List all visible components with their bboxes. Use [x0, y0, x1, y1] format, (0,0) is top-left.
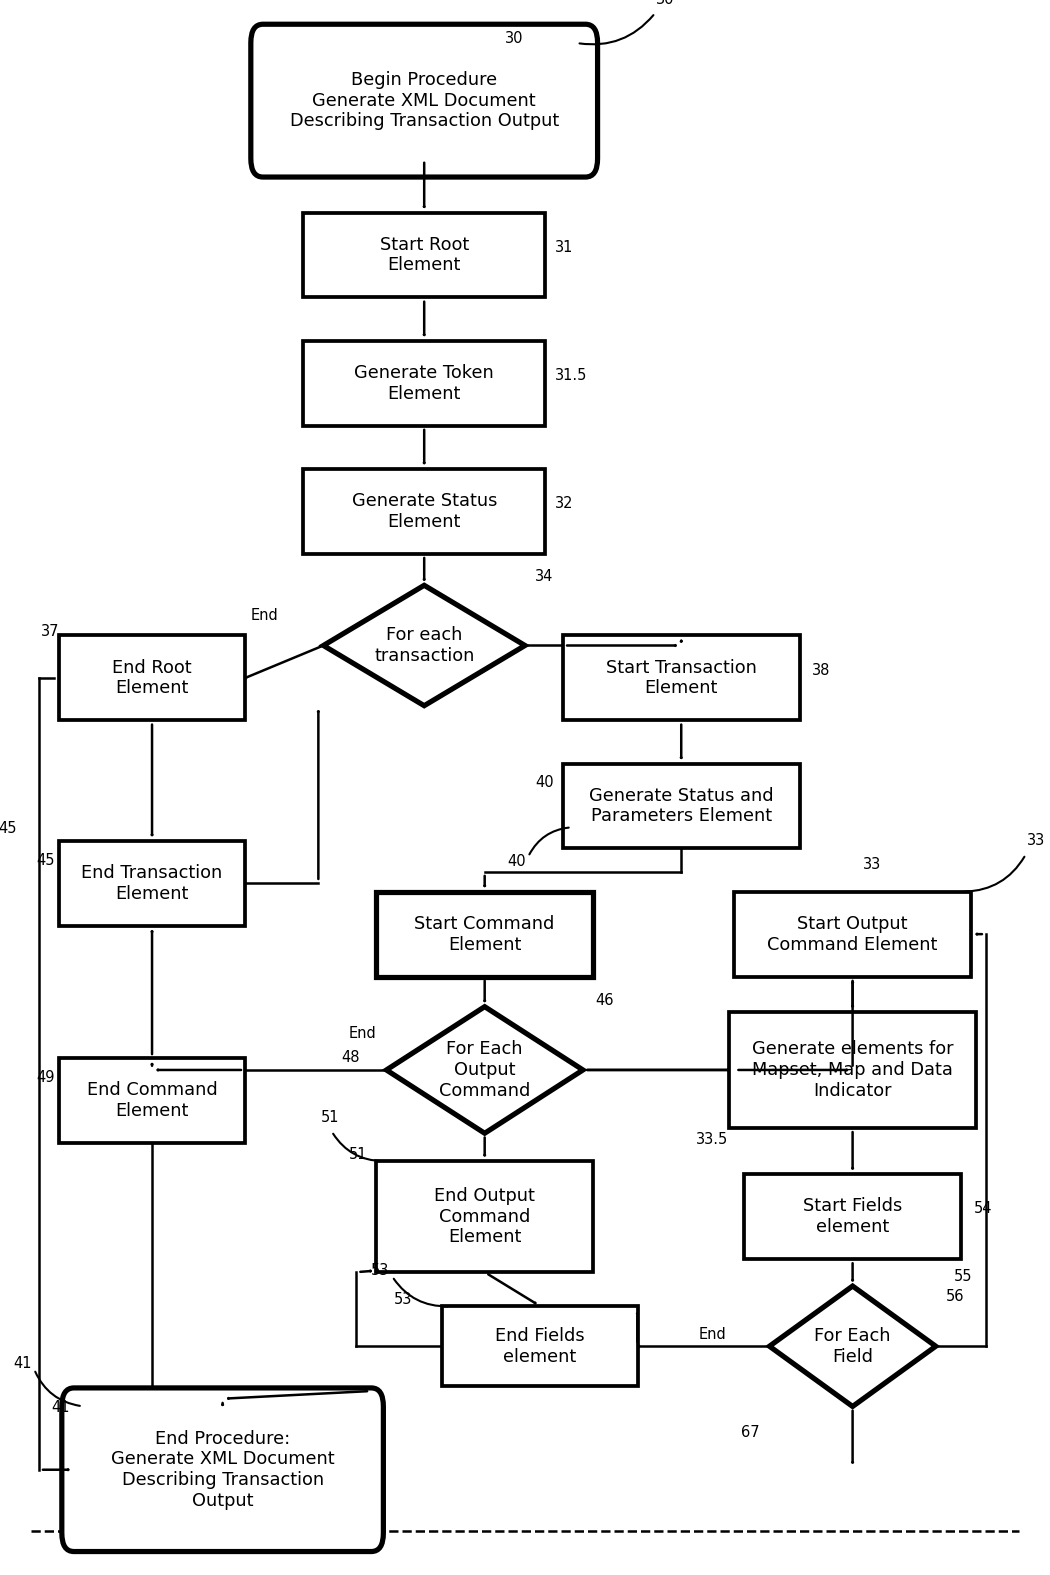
Text: 54: 54: [973, 1202, 992, 1216]
Text: 33: 33: [1027, 833, 1045, 849]
Bar: [303, 213, 545, 298]
Text: 33.5: 33.5: [696, 1132, 729, 1147]
Text: 56: 56: [946, 1288, 964, 1304]
Bar: [59, 1058, 246, 1143]
Text: 31.5: 31.5: [555, 369, 588, 383]
Bar: [734, 891, 971, 976]
Text: 34: 34: [536, 569, 553, 584]
Text: 48: 48: [341, 1051, 359, 1065]
Text: 40: 40: [507, 854, 526, 869]
Text: 33: 33: [863, 857, 881, 873]
Text: Start Transaction
Element: Start Transaction Element: [606, 658, 757, 698]
Polygon shape: [770, 1287, 936, 1406]
Text: 51: 51: [349, 1147, 368, 1162]
Bar: [744, 1173, 961, 1258]
Text: 53: 53: [394, 1293, 413, 1307]
Bar: [563, 635, 800, 720]
Text: End Command
Element: End Command Element: [87, 1082, 217, 1120]
Polygon shape: [386, 1006, 583, 1134]
Bar: [59, 635, 246, 720]
Bar: [563, 764, 800, 849]
Bar: [59, 841, 246, 926]
Text: End Output
Command
Element: End Output Command Element: [435, 1188, 536, 1246]
Text: 38: 38: [813, 663, 831, 677]
Bar: [303, 469, 545, 554]
Text: 37: 37: [41, 624, 60, 639]
Text: End: End: [250, 608, 278, 624]
Text: For each
transaction: For each transaction: [374, 627, 475, 665]
Text: 41: 41: [14, 1356, 32, 1370]
Bar: [376, 891, 593, 976]
Text: 30: 30: [505, 32, 523, 46]
Text: End Root
Element: End Root Element: [112, 658, 192, 698]
Text: 51: 51: [321, 1110, 339, 1126]
Text: End: End: [349, 1027, 376, 1041]
Text: End Procedure:
Generate XML Document
Describing Transaction
Output: End Procedure: Generate XML Document Des…: [111, 1430, 334, 1510]
Text: 55: 55: [953, 1269, 972, 1284]
Text: Start Fields
element: Start Fields element: [803, 1197, 902, 1236]
Text: Generate Token
Element: Generate Token Element: [354, 364, 495, 403]
Text: 49: 49: [36, 1069, 55, 1085]
Text: End Fields
element: End Fields element: [496, 1326, 585, 1366]
Text: 32: 32: [555, 496, 573, 510]
Text: For Each
Output
Command: For Each Output Command: [439, 1040, 530, 1099]
Text: Start Root
Element: Start Root Element: [380, 236, 469, 274]
Bar: [303, 340, 545, 425]
Text: 53: 53: [372, 1263, 390, 1279]
Bar: [442, 1306, 638, 1386]
Text: 46: 46: [595, 992, 614, 1008]
Bar: [376, 1161, 593, 1273]
FancyBboxPatch shape: [251, 24, 597, 176]
Text: End: End: [699, 1326, 727, 1342]
Text: 45: 45: [0, 821, 17, 836]
Text: 40: 40: [536, 775, 553, 791]
Polygon shape: [323, 586, 525, 706]
Text: 30: 30: [656, 0, 674, 8]
Text: For Each
Field: For Each Field: [815, 1326, 890, 1366]
FancyBboxPatch shape: [62, 1388, 383, 1551]
Bar: [729, 1013, 976, 1128]
Text: Start Output
Command Element: Start Output Command Element: [768, 915, 938, 953]
Text: Generate elements for
Mapset, Map and Data
Indicator: Generate elements for Mapset, Map and Da…: [752, 1040, 953, 1099]
Text: 31: 31: [555, 239, 573, 255]
Text: Generate Status
Element: Generate Status Element: [352, 491, 497, 531]
Text: Generate Status and
Parameters Element: Generate Status and Parameters Element: [589, 786, 774, 825]
Text: 41: 41: [51, 1400, 69, 1416]
Text: End Transaction
Element: End Transaction Element: [82, 863, 223, 902]
Text: 67: 67: [740, 1425, 759, 1440]
Text: Start Command
Element: Start Command Element: [415, 915, 554, 953]
Text: 45: 45: [36, 852, 55, 868]
Text: Begin Procedure
Generate XML Document
Describing Transaction Output: Begin Procedure Generate XML Document De…: [290, 71, 559, 131]
